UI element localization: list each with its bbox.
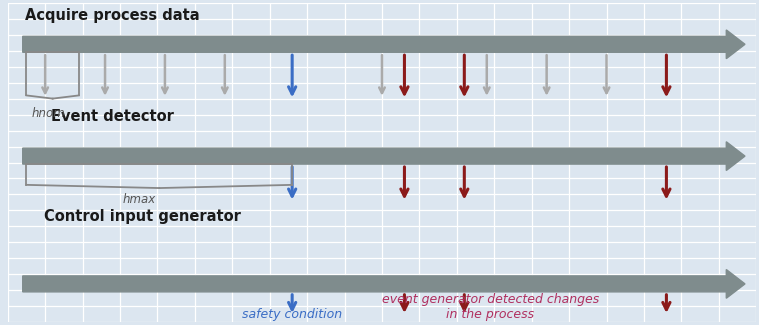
Text: hmax: hmax	[122, 193, 156, 206]
FancyArrow shape	[23, 269, 745, 298]
Text: hnom: hnom	[32, 107, 65, 120]
Text: safety condition: safety condition	[242, 308, 342, 321]
FancyArrow shape	[23, 30, 745, 59]
FancyArrow shape	[23, 142, 745, 171]
Text: Event detector: Event detector	[51, 109, 174, 124]
Text: event generator detected changes
in the process: event generator detected changes in the …	[382, 292, 599, 321]
Text: Control input generator: Control input generator	[44, 209, 241, 224]
Text: Acquire process data: Acquire process data	[25, 8, 200, 23]
